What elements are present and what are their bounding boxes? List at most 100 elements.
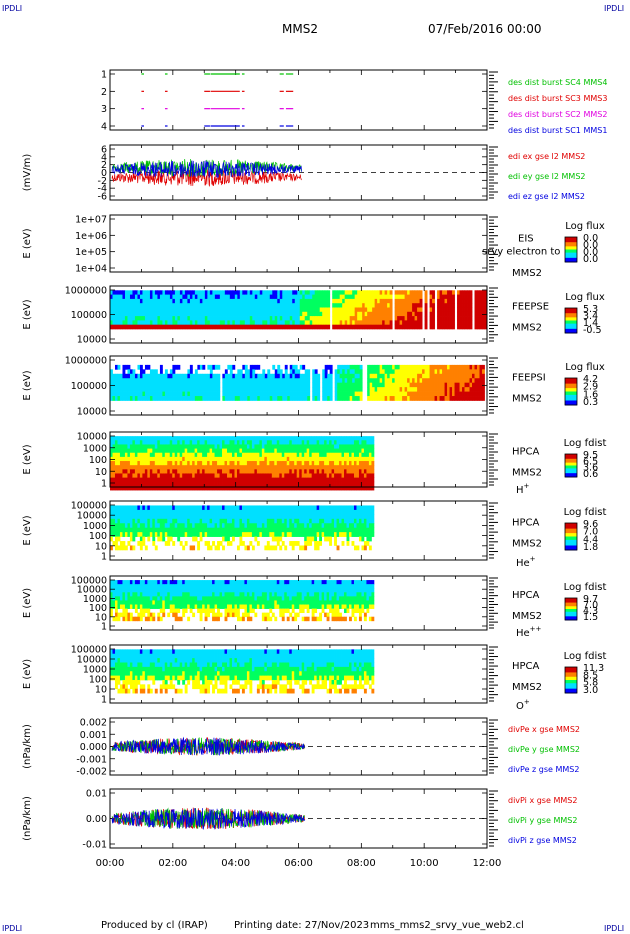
hpca-he-panel-cell <box>266 532 270 537</box>
feepse-panel-cell <box>319 320 323 326</box>
feepsi-panel-cell <box>454 391 458 397</box>
feepsi-panel-cell <box>407 382 411 388</box>
hpca-h-panel-cell <box>177 452 181 458</box>
feepse-panel-cell <box>197 316 201 321</box>
feepse-panel-cell <box>264 311 268 317</box>
feepse-panel-cell <box>157 320 161 326</box>
feepsi-panel-cell <box>352 373 356 379</box>
hpca-h-panel-cell <box>139 444 143 449</box>
hpca-h-panel-cell <box>229 477 233 483</box>
hpca-h-panel-cell <box>314 485 318 491</box>
feepsi-panel-cell <box>444 373 448 379</box>
feepsi-panel-cell <box>114 387 118 392</box>
feepsi-panel-cell <box>227 391 231 397</box>
feepsi-panel-cell <box>222 391 226 397</box>
hpca-he-panel-cell <box>259 509 263 515</box>
hpca-h-panel-cell <box>368 452 372 458</box>
hpca-he-panel-cell <box>251 514 255 520</box>
feepse-panel-cell <box>214 290 218 295</box>
feepsi-panel-cell <box>119 378 123 384</box>
feepsi-panel-cell <box>474 387 478 392</box>
feepse-panel-cell <box>459 311 463 317</box>
feepse-panel-colorbar-frame <box>564 307 578 334</box>
feepse-panel-cell <box>449 307 453 313</box>
feepsi-panel-cell <box>167 378 171 384</box>
hpca-h-panel-cell <box>296 436 300 441</box>
hpca-h-panel-cell <box>192 436 196 441</box>
feepsi-panel-cell <box>147 387 151 392</box>
hpca-he-panel-cell <box>137 509 141 515</box>
hpca-h-panel-colorbar-cell <box>565 470 577 472</box>
feepse-panel-cell <box>132 290 136 295</box>
hpca-h-panel-cell <box>311 465 315 470</box>
hpca-h-panel-cell <box>289 456 293 462</box>
feepsi-panel-cell <box>162 373 166 379</box>
feepsi-panel-cell <box>119 373 123 379</box>
feepse-panel-cell <box>359 294 363 300</box>
hpca-h-panel-cell <box>234 452 238 458</box>
feepse-panel-cell <box>457 303 460 308</box>
feepse-panel-cell <box>304 298 308 304</box>
feepsi-panel-cell <box>414 369 418 375</box>
feepse-panel-colorbar-tick: -0.5 <box>583 325 602 336</box>
hpca-h-panel-cell <box>281 481 285 487</box>
hpca-h-panel-cell <box>219 469 223 474</box>
hpca-he-panel-cell <box>127 523 131 529</box>
hpca-h-panel-cell <box>261 448 265 454</box>
feepse-panel-cell <box>459 307 463 313</box>
hpca-he-panel-cell <box>219 523 223 529</box>
hpca-h-panel-cell <box>309 448 313 454</box>
hpca-he-panel-cell <box>154 527 158 533</box>
hpca-h-panel-cell <box>169 456 173 462</box>
hpca-h-panel-cell <box>281 485 285 491</box>
hpca-h-panel-cell <box>246 477 250 483</box>
feepsi-panel-cell <box>354 373 358 379</box>
divpe-panel-ytick-label: 0.000 <box>80 742 107 753</box>
hpca-h-panel-cell <box>324 477 327 483</box>
feepsi-panel-cell <box>269 382 273 388</box>
hpca-h-panel-cell <box>127 456 131 462</box>
hpca-h-panel-cell <box>209 461 213 466</box>
hpca-he-panel-cell <box>114 518 118 524</box>
hpca-h-panel-cell <box>117 469 121 474</box>
feepsi-panel-cell <box>252 396 256 401</box>
hpca-he-panel-cell <box>207 527 210 533</box>
hpca-he-panel-cell <box>139 541 143 546</box>
hpca-he-panel-cell <box>194 527 198 533</box>
hpca-he-panel-cell <box>197 514 201 520</box>
hpca-h-panel-cell <box>227 456 230 462</box>
hpca-he-panel-cell <box>192 514 196 520</box>
feepsi-panel-cell <box>389 364 393 370</box>
hpca-h-panel-cell <box>289 452 293 458</box>
feepsi-panel-cell <box>342 364 346 370</box>
feepse-panel-cell <box>382 311 386 317</box>
feepse-panel-cell <box>464 320 468 326</box>
feepse-panel-cell <box>342 298 346 304</box>
hpca-h-panel-cell <box>269 444 273 449</box>
feepse-panel-cell <box>292 294 296 300</box>
feepsi-panel-cell <box>110 387 113 392</box>
feepsi-panel-cell <box>344 369 348 375</box>
feepse-panel-cell <box>354 294 358 300</box>
feepse-panel-cell <box>424 298 428 304</box>
feepse-panel-cell <box>194 294 198 300</box>
hpca-h-panel-cell <box>241 448 245 454</box>
feepsi-panel-cell <box>139 382 143 388</box>
hpca-h-panel-cell <box>224 481 228 487</box>
feepse-panel-cell <box>334 294 338 300</box>
feepse-panel-cell <box>284 316 288 321</box>
hpca-h-panel-cell <box>371 444 375 449</box>
hpca-h-panel-cell <box>334 477 337 483</box>
hpca-he-panel-cell <box>119 541 123 546</box>
hpca-he-panel-cell <box>197 527 201 533</box>
feepsi-panel-cell <box>462 391 465 397</box>
feepse-panel-cell <box>437 303 440 308</box>
feepse-panel-cell <box>282 311 286 317</box>
hpca-he-panel-cell <box>110 532 113 537</box>
hpca-h-panel-cell <box>129 485 133 491</box>
hpca-h-panel-cell <box>139 485 143 491</box>
feepsi-panel-cell <box>372 387 376 392</box>
hpca-h-panel-cell <box>202 461 206 466</box>
hpca-h-panel-cell <box>291 444 295 449</box>
feepse-panel-cell <box>119 324 123 330</box>
